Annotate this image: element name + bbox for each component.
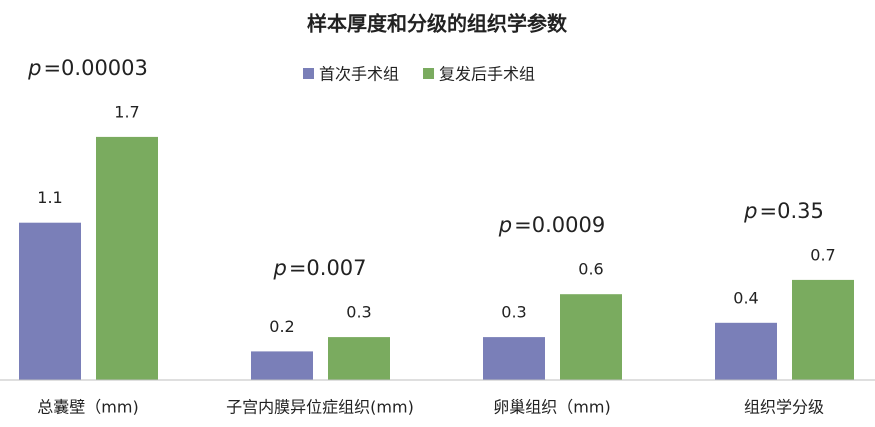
- x-tick-label: 子宫内膜异位症组织(mm): [226, 398, 414, 417]
- annotation-text: =0.00003: [43, 56, 147, 80]
- legend-swatch: [303, 68, 314, 79]
- x-tick-label: 卵巢组织（mm): [493, 398, 610, 417]
- annotation: p=0.00003: [27, 56, 148, 80]
- value-label: 1.7: [114, 102, 139, 121]
- bar: [251, 351, 313, 380]
- x-tick-label: 总囊壁（mm): [37, 398, 138, 417]
- legend-label: 首次手术组: [319, 65, 399, 84]
- annotation-symbol: p: [27, 56, 41, 80]
- value-label: 0.3: [501, 303, 526, 322]
- value-label: 0.4: [733, 288, 758, 307]
- annotation-symbol: p: [498, 213, 512, 237]
- annotation: p=0.007: [272, 256, 366, 280]
- annotation: p=0.0009: [498, 213, 605, 237]
- x-tick-label: 组织学分级: [744, 398, 824, 417]
- legend-swatch: [423, 68, 435, 79]
- annotation-symbol: p: [272, 256, 286, 280]
- bar: [19, 222, 81, 380]
- annotation: p=0.35: [743, 199, 824, 223]
- value-label: 0.6: [578, 260, 603, 279]
- bar: [483, 337, 545, 380]
- annotation-symbol: p: [743, 199, 757, 223]
- value-label: 0.7: [810, 245, 835, 264]
- value-label: 0.2: [269, 317, 294, 336]
- bar: [792, 279, 854, 380]
- legend-label: 复发后手术组: [439, 65, 535, 84]
- value-label: 1.1: [37, 188, 62, 207]
- annotation-text: =0.0009: [514, 213, 605, 237]
- annotation-text: =0.35: [759, 199, 823, 223]
- chart-title: 样本厚度和分级的组织学参数: [307, 12, 568, 36]
- bar: [715, 322, 777, 380]
- bar: [96, 136, 158, 380]
- value-label: 0.3: [346, 303, 371, 322]
- bar: [560, 294, 622, 380]
- annotation-text: =0.007: [289, 256, 367, 280]
- bar: [328, 337, 390, 380]
